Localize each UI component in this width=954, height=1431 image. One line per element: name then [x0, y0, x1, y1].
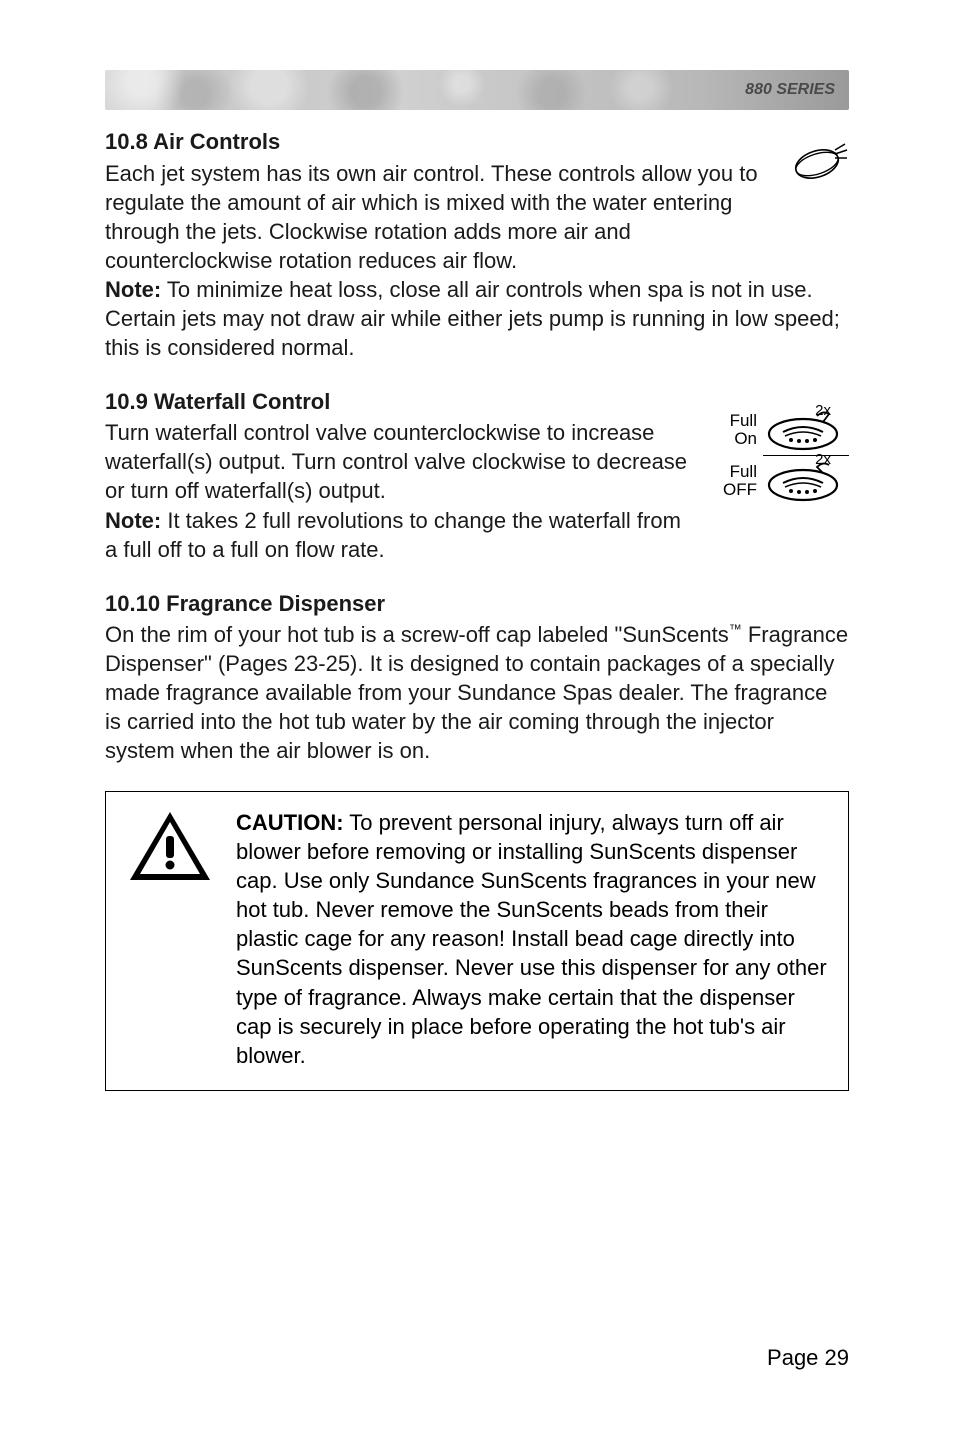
wf-off-l2: OFF [723, 480, 757, 499]
fragrance-para: On the rim of your hot tub is a screw-of… [105, 620, 849, 765]
frag-pre: On the rim of your hot tub is a screw-of… [105, 622, 729, 647]
waterfall-off-2x: 2x [815, 451, 831, 468]
section-waterfall: 2x Full On 2x Full OFF [105, 388, 849, 564]
wf-off-l1: Full [730, 462, 757, 481]
note-label: Note: [105, 277, 161, 302]
heading-air-controls: 10.8 Air Controls [105, 128, 849, 157]
waterfall-off-row: 2x Full OFF [723, 459, 853, 503]
wf-note-text: It takes 2 full revolutions to change th… [105, 508, 681, 562]
waterfall-on-row: 2x Full On [723, 408, 853, 452]
air-text-1: Each jet system has its own air control.… [105, 161, 758, 273]
wf-on-l1: Full [730, 411, 757, 430]
header-banner: 880 SERIES [105, 70, 849, 110]
wf-note-label: Note: [105, 508, 161, 533]
waterfall-on-label: Full On [723, 412, 757, 448]
waterfall-icons: 2x Full On 2x Full OFF [723, 408, 853, 503]
wf-on-l2: On [734, 429, 757, 448]
caution-box: CAUTION: To prevent personal injury, alw… [105, 791, 849, 1090]
waterfall-off-icon [763, 459, 843, 503]
note-text: To minimize heat loss, close all air con… [105, 277, 840, 360]
caution-text: CAUTION: To prevent personal injury, alw… [236, 808, 828, 1069]
section-fragrance: 10.10 Fragrance Dispenser On the rim of … [105, 590, 849, 766]
waterfall-on-icon [763, 408, 843, 452]
caution-label: CAUTION: [236, 810, 344, 835]
waterfall-note: Note: It takes 2 full revolutions to cha… [105, 506, 849, 564]
heading-fragrance: 10.10 Fragrance Dispenser [105, 590, 849, 619]
air-controls-para: Each jet system has its own air control.… [105, 159, 849, 275]
tm-symbol: ™ [729, 622, 742, 637]
waterfall-off-label: Full OFF [723, 463, 757, 499]
caution-body: To prevent personal injury, always turn … [236, 810, 827, 1067]
section-air-controls: 10.8 Air Controls Each jet system has it… [105, 128, 849, 362]
warning-icon [126, 808, 214, 891]
air-controls-note: Note: To minimize heat loss, close all a… [105, 275, 849, 362]
waterfall-divider [763, 455, 849, 456]
series-label: 880 SERIES [745, 81, 835, 99]
air-control-icon [789, 136, 849, 191]
page-number: Page 29 [767, 1345, 849, 1371]
waterfall-on-2x: 2x [815, 402, 831, 419]
